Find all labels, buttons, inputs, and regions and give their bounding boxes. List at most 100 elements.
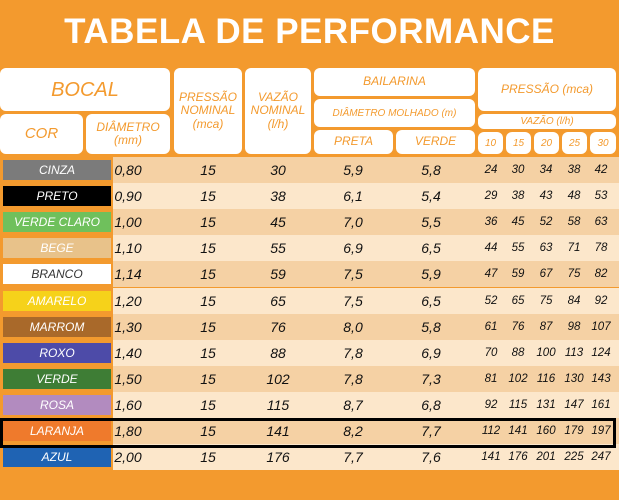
cell-vazao-at-pressure: 52: [539, 216, 553, 229]
cell-preta: 5,9: [343, 162, 363, 178]
header-bailarina: BAILARINA: [314, 68, 475, 96]
cell-vazao-at-pressure: 147: [564, 398, 584, 411]
header-vazao-lh: VAZÃO (l/h): [478, 114, 616, 129]
row-background: [113, 261, 619, 288]
cell-pressao: 15: [200, 292, 216, 309]
cell-vazao-at-pressure: 197: [591, 425, 611, 437]
cell-vazao-at-pressure: 179: [564, 425, 584, 437]
cell-vazao-at-pressure: 81: [484, 372, 498, 385]
header-verde: VERDE: [396, 130, 475, 154]
cell-preta: 7,5: [343, 266, 363, 283]
cell-pressao: 15: [200, 240, 216, 257]
header-diametro-molhado: DIÂMETRO MOLHADO (m): [314, 99, 475, 127]
header-pressure-15: 15: [506, 132, 531, 154]
cell-vazao-at-pressure: 42: [594, 164, 608, 176]
cell-vazao: 141: [266, 423, 290, 439]
table-row: VERDE CLARO 1,00 15 45 7,0 5,5 36 45 52 58 63: [0, 209, 619, 236]
table-row: AMARELO 1,20 15 65 7,5 6,5 52 65 75 84 92: [0, 287, 619, 314]
cell-verde: 6,9: [421, 344, 441, 361]
cell-verde: 5,4: [421, 188, 441, 205]
cell-vazao-at-pressure: 92: [484, 398, 498, 411]
cell-vazao-at-pressure: 201: [536, 451, 556, 464]
cell-vazao-at-pressure: 75: [539, 294, 553, 307]
cell-vazao-at-pressure: 98: [567, 320, 581, 333]
row-background: [113, 339, 619, 366]
color-swatch: AZUL: [3, 447, 111, 468]
cell-vazao-at-pressure: 87: [539, 320, 553, 333]
cell-diametro: 0,80: [114, 162, 142, 178]
row-background: [113, 183, 619, 210]
cell-verde: 7,6: [421, 449, 441, 466]
cell-diametro: 1,40: [114, 344, 142, 361]
cell-vazao-at-pressure: 247: [591, 451, 611, 464]
header-pressure-20: 20: [534, 132, 559, 154]
row-background: [113, 313, 619, 340]
cell-preta: 7,8: [343, 344, 363, 361]
table-row: BEGE 1,10 15 55 6,9 6,5 44 55 63 71 78: [0, 235, 619, 262]
cell-verde: 7,7: [421, 423, 441, 439]
cell-vazao: 115: [266, 396, 290, 413]
cell-vazao-at-pressure: 115: [508, 398, 528, 411]
cell-diametro: 1,14: [114, 266, 142, 283]
row-background: [113, 287, 619, 314]
cell-verde: 6,5: [421, 240, 441, 257]
cell-vazao-at-pressure: 82: [594, 268, 608, 281]
cell-pressao: 15: [200, 318, 216, 335]
cell-vazao-at-pressure: 53: [594, 190, 608, 203]
cell-vazao-at-pressure: 124: [591, 346, 611, 359]
cell-vazao: 88: [270, 344, 286, 361]
cell-vazao-at-pressure: 113: [564, 346, 584, 359]
cell-vazao-at-pressure: 75: [567, 268, 581, 281]
page-title: TABELA DE PERFORMANCE: [64, 12, 555, 51]
table-row: BRANCO 1,14 15 59 7,5 5,9 47 59 67 75 82: [0, 261, 619, 288]
highlight-frame: [0, 418, 616, 448]
cell-pressao: 15: [200, 344, 216, 361]
color-swatch: BEGE: [3, 238, 111, 259]
cell-vazao-at-pressure: 47: [484, 268, 498, 281]
table-row: ROSA 1,60 15 115 8,7 6,8 92 115 131 147 161: [0, 391, 619, 418]
cell-vazao-at-pressure: 78: [594, 242, 608, 255]
cell-pressao: 15: [200, 266, 216, 283]
cell-vazao-at-pressure: 30: [511, 164, 525, 176]
row-background: [113, 444, 619, 471]
table-row: LARANJA 1,80 15 141 8,2 7,7 112 141 160 179 197: [0, 418, 619, 444]
row-background: [113, 391, 619, 418]
cell-diametro: 1,50: [114, 370, 142, 387]
cell-vazao-at-pressure: 112: [481, 425, 501, 437]
cell-vazao-at-pressure: 24: [484, 164, 498, 176]
cell-verde: 7,3: [421, 370, 441, 387]
cell-vazao-at-pressure: 160: [536, 425, 556, 437]
color-swatch: CINZA: [3, 160, 111, 180]
cell-pressao: 15: [200, 188, 216, 205]
cell-preta: 7,7: [343, 449, 363, 466]
cell-vazao-at-pressure: 44: [484, 242, 498, 255]
cell-vazao-at-pressure: 38: [567, 164, 581, 176]
header-bocal: BOCAL: [0, 68, 170, 111]
cell-vazao: 38: [270, 188, 286, 205]
table-row: ROXO 1,40 15 88 7,8 6,9 70 88 100 113 124: [0, 339, 619, 366]
cell-diametro: 1,20: [114, 292, 142, 309]
row-background: [113, 209, 619, 236]
cell-vazao-at-pressure: 100: [536, 346, 556, 359]
header-cor: COR: [0, 114, 83, 154]
cell-diametro: 1,60: [114, 396, 142, 413]
cell-vazao-at-pressure: 58: [567, 216, 581, 229]
cell-diametro: 1,30: [114, 318, 142, 335]
color-swatch: VERDE: [3, 368, 111, 389]
color-swatch: MARROM: [3, 316, 111, 337]
cell-vazao-at-pressure: 61: [484, 320, 498, 333]
cell-pressao: 15: [200, 214, 216, 231]
header-preta: PRETA: [314, 130, 393, 154]
table-row: PRETO 0,90 15 38 6,1 5,4 29 38 43 48 53: [0, 183, 619, 210]
cell-verde: 6,5: [421, 292, 441, 309]
color-swatch: AMARELO: [3, 290, 111, 311]
cell-vazao-at-pressure: 102: [508, 372, 528, 385]
cell-diametro: 2,00: [114, 449, 142, 466]
cell-verde: 6,8: [421, 396, 441, 413]
table-row: CINZA 0,80 15 30 5,9 5,8 24 30 34 38 42: [0, 157, 619, 183]
cell-vazao-at-pressure: 29: [484, 190, 498, 203]
color-swatch: ROXO: [3, 342, 111, 363]
table-row: MARROM 1,30 15 76 8,0 5,8 61 76 87 98 107: [0, 313, 619, 340]
cell-vazao-at-pressure: 65: [511, 294, 525, 307]
cell-vazao-at-pressure: 84: [567, 294, 581, 307]
